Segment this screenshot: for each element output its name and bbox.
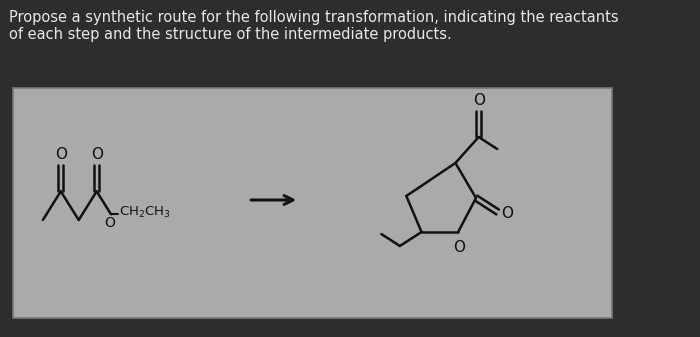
Text: O: O xyxy=(453,240,465,255)
Text: O: O xyxy=(105,216,116,230)
Text: O: O xyxy=(90,147,103,162)
Text: O: O xyxy=(473,93,484,108)
Text: Propose a synthetic route for the following transformation, indicating the react: Propose a synthetic route for the follow… xyxy=(9,10,619,42)
Text: O: O xyxy=(55,147,66,162)
FancyBboxPatch shape xyxy=(13,88,612,318)
Text: CH$_2$CH$_3$: CH$_2$CH$_3$ xyxy=(119,205,171,220)
Text: O: O xyxy=(501,206,513,220)
